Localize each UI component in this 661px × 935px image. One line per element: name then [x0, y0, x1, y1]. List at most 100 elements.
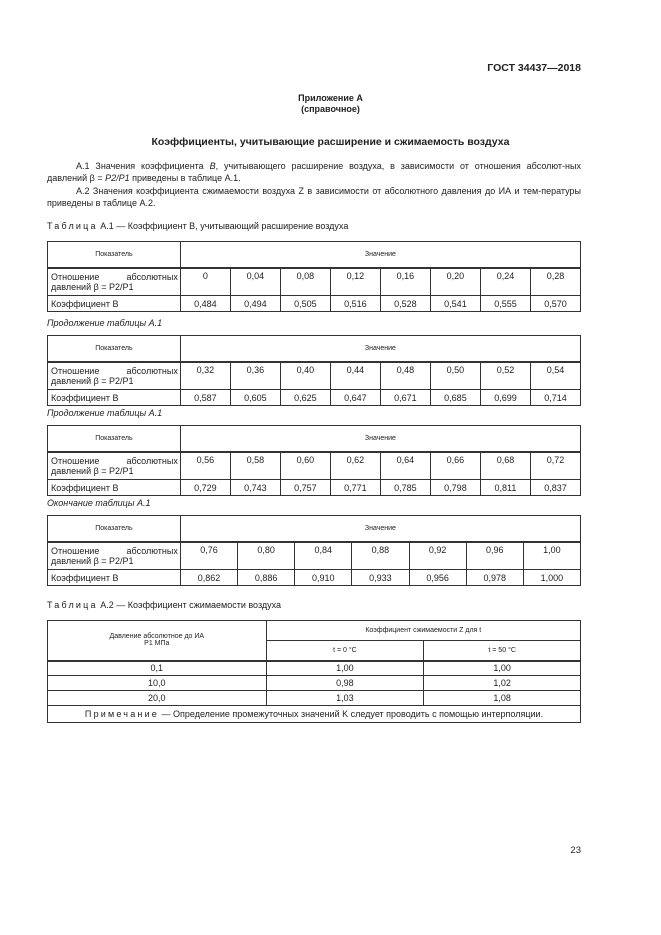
- beta-cell: 0,84: [294, 541, 353, 570]
- beta-cell: 0,96: [465, 541, 524, 570]
- table-continuation-note: Продолжение таблицы А.1: [47, 408, 163, 418]
- beta-cell: 0,76: [179, 541, 239, 570]
- table-a1-part: Показатель Значение Отношение абсолютных дав…: [47, 335, 582, 406]
- b-cell: 0,714: [529, 389, 582, 406]
- b-cell: 1,000: [522, 569, 582, 586]
- b-label: Коэффициент B: [47, 389, 181, 406]
- b-cell: 0,541: [429, 295, 481, 312]
- beta-label: Отношение абсолютных давлений β = P2/P1: [47, 541, 181, 570]
- label-part: давлений β = P2/P1: [51, 375, 134, 386]
- table2-caption: Таблица А.2 — Коэффициент сжимаемости во…: [47, 600, 281, 610]
- caption-word: Таблица: [47, 600, 98, 610]
- b-cell: 0,933: [351, 569, 410, 586]
- b-cell: 0,798: [429, 479, 481, 496]
- table-row: 10,0 0,98 1,02: [47, 675, 581, 691]
- b-cell: 0,505: [279, 295, 331, 312]
- beta-cell: 0,32: [179, 361, 231, 390]
- label-part: абсолютных: [126, 545, 178, 556]
- beta-label: Отношение абсолютных давлений β = P2/P1: [47, 451, 181, 480]
- beta-cell: 0,92: [408, 541, 467, 570]
- indicator-header: Показатель: [47, 335, 181, 363]
- label-part: Отношение: [51, 365, 100, 376]
- beta-cell: 0,16: [379, 267, 431, 296]
- beta-cell: 0,08: [279, 267, 331, 296]
- t0-header: t = 0 °C: [265, 640, 425, 662]
- table-continuation-note: Продолжение таблицы А.1: [47, 318, 163, 328]
- value-header: Значение: [179, 335, 582, 363]
- pressure-header: Давление абсолютное до ИА P1 МПа: [47, 620, 267, 662]
- table1-caption: Таблица А.1 — Коэффициент B, учитывающий…: [47, 221, 348, 231]
- label-part: абсолютных: [126, 365, 178, 376]
- b-cell: 0,484: [179, 295, 231, 312]
- b-cell: 0,671: [379, 389, 431, 406]
- beta-cell: 0,12: [329, 267, 381, 296]
- a1-text: А.1 Значения коэффициента: [76, 161, 210, 171]
- standard-number: ГОСТ 34437—2018: [487, 62, 581, 74]
- z-group-header: Коэффициент сжимаемости Z для t: [265, 620, 582, 641]
- note-word: Примечание: [84, 709, 159, 719]
- caption-text: А.1 — Коэффициент B, учитывающий расшире…: [100, 221, 349, 231]
- header-line: Давление абсолютное до ИА: [109, 633, 205, 641]
- table-note: Примечание — Определение промежуточных з…: [47, 705, 581, 723]
- label-part: давлений β = P2/P1: [51, 555, 134, 566]
- beta-cell: 0,36: [229, 361, 281, 390]
- beta-cell: 0,64: [379, 451, 431, 480]
- table-cell: 10,0: [47, 675, 267, 691]
- label-part: абсолютных: [126, 455, 178, 466]
- caption-word: Таблица: [47, 221, 98, 231]
- label-part: Отношение: [51, 545, 100, 556]
- beta-cell: 0,88: [351, 541, 410, 570]
- b-cell: 0,886: [237, 569, 296, 586]
- b-cell: 0,729: [179, 479, 231, 496]
- a1-formula: P2/P1: [105, 173, 130, 183]
- appendix-heading: Приложение А (справочное): [0, 93, 661, 115]
- a1-text2: , учитывающего расширение воздуха, в зав…: [47, 161, 581, 183]
- beta-cell: 0: [179, 267, 231, 296]
- table-cell: 1,03: [265, 690, 425, 706]
- beta-cell: 0,40: [279, 361, 331, 390]
- b-label: Коэффициент B: [47, 295, 181, 312]
- table-cell: 1,00: [423, 660, 581, 676]
- b-cell: 0,862: [179, 569, 239, 586]
- beta-cell: 0,50: [429, 361, 481, 390]
- a1-var: B: [209, 161, 216, 171]
- table-cell: 1,00: [265, 660, 425, 676]
- table-a1-part: Показатель Значение Отношение абсолютных дав…: [47, 425, 582, 496]
- beta-cell: 0,44: [329, 361, 381, 390]
- beta-cell: 0,20: [429, 267, 481, 296]
- page-number: 23: [570, 845, 581, 856]
- label-part: давлений β = P2/P1: [51, 281, 134, 292]
- beta-label: Отношение абсолютных давлений β = P2/P1: [47, 267, 181, 296]
- paragraph-a1: А.1 Значения коэффициента B, учитывающег…: [47, 160, 581, 184]
- b-cell: 0,910: [294, 569, 353, 586]
- value-header: Значение: [179, 241, 582, 269]
- beta-cell: 1,00: [522, 541, 582, 570]
- beta-cell: 0,66: [429, 451, 481, 480]
- label-part: Отношение: [51, 271, 100, 282]
- table-cell: 1,02: [423, 675, 581, 691]
- table-a2: Давление абсолютное до ИА P1 МПа Коэффицие…: [47, 620, 582, 723]
- b-cell: 0,771: [329, 479, 381, 496]
- table-cell: 0,1: [47, 660, 267, 676]
- beta-cell: 0,24: [479, 267, 531, 296]
- table-a1-part: Показатель Значение Отношение абсолютных дав…: [47, 241, 582, 312]
- beta-cell: 0,72: [529, 451, 582, 480]
- beta-cell: 0,48: [379, 361, 431, 390]
- section-title: Коэффициенты, учитывающие расширение и с…: [151, 136, 510, 148]
- table-cell: 20,0: [47, 690, 267, 706]
- label-part: давлений β = P2/P1: [51, 465, 134, 476]
- beta-cell: 0,80: [237, 541, 296, 570]
- b-cell: 0,605: [229, 389, 281, 406]
- beta-cell: 0,54: [529, 361, 582, 390]
- note-text: — Определение промежуточных значений K с…: [161, 709, 544, 719]
- b-cell: 0,555: [479, 295, 531, 312]
- beta-cell: 0,04: [229, 267, 281, 296]
- value-header: Значение: [179, 425, 582, 453]
- b-cell: 0,528: [379, 295, 431, 312]
- b-cell: 0,743: [229, 479, 281, 496]
- table-row: 20,0 1,03 1,08: [47, 690, 581, 706]
- b-cell: 0,785: [379, 479, 431, 496]
- caption-text: А.2 — Коэффициент сжимаемости воздуха: [100, 600, 282, 610]
- b-cell: 0,956: [408, 569, 467, 586]
